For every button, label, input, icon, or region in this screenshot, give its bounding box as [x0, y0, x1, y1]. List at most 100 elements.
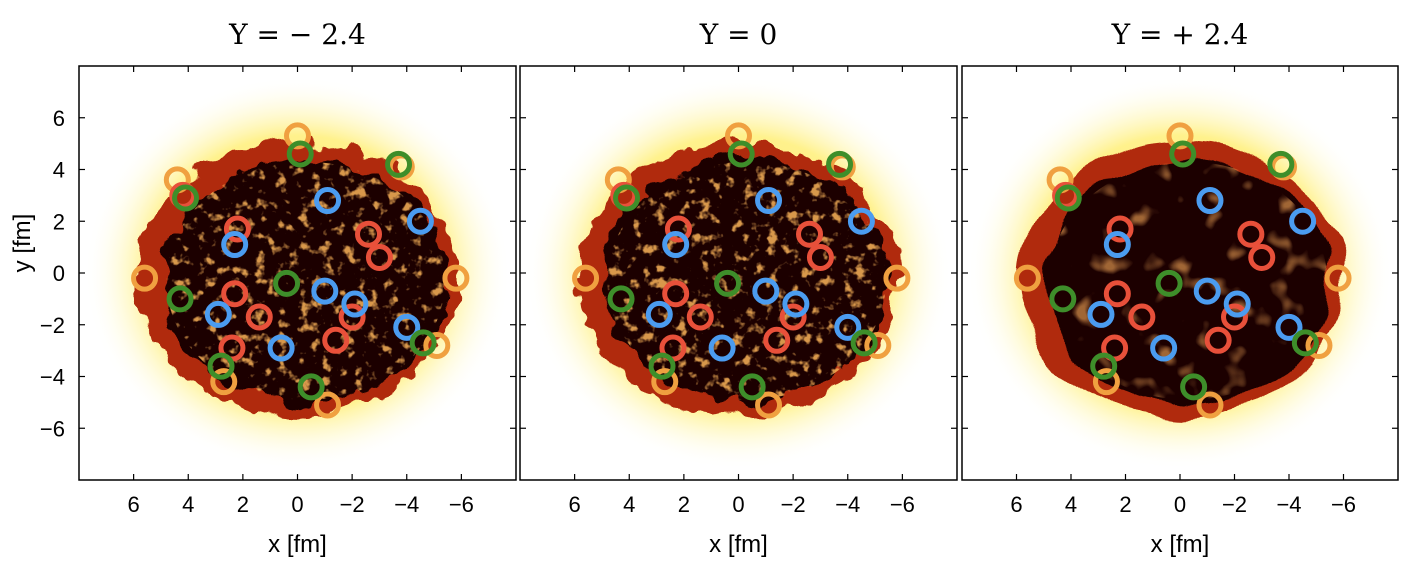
- green-ring: [207, 352, 235, 380]
- red-ring: [1106, 215, 1134, 243]
- x-axis-label: x [fm]: [268, 531, 327, 558]
- rings: [572, 122, 911, 419]
- blue-ring: [755, 187, 783, 215]
- x-tick-label: 6: [569, 492, 581, 517]
- green-ring: [409, 329, 437, 357]
- green-ring: [297, 373, 325, 401]
- y-tick-label: −6: [40, 416, 65, 441]
- blue-ring: [1087, 300, 1115, 328]
- panel-1: 6 4 2 0 −2 −4 −6 6 4 2 0 −2 −4 −6 Y = − 2.4 x [fm] y [fm…: [9, 18, 517, 558]
- y-tick-label: −2: [40, 313, 65, 338]
- orange-ring: [423, 331, 451, 359]
- x-tick-label: 2: [1119, 492, 1131, 517]
- blue-ring: [1223, 290, 1251, 318]
- rings: [1013, 122, 1352, 419]
- green-ring: [1049, 285, 1077, 313]
- blue-ring: [782, 290, 810, 318]
- y-axis-label: y [fm]: [9, 214, 36, 273]
- red-ring: [1103, 280, 1131, 308]
- orange-ring: [1013, 264, 1041, 292]
- y-tick-label: −4: [40, 365, 65, 390]
- panel-2: 6 4 2 0 −2 −4 −6 Y = 0 x [fm]: [519, 18, 958, 558]
- red-ring: [355, 220, 383, 248]
- heatmap: [520, 66, 957, 480]
- x-tick-label: 6: [1010, 492, 1022, 517]
- blue-ring: [1289, 207, 1317, 235]
- x-tick-label: 0: [291, 492, 303, 517]
- x-tick-label: −4: [1276, 492, 1301, 517]
- green-ring: [1169, 140, 1197, 168]
- orange-ring: [755, 391, 783, 419]
- x-tick-label: −2: [781, 492, 806, 517]
- blue-ring: [708, 334, 736, 362]
- orange-ring: [1092, 368, 1120, 396]
- red-ring: [322, 326, 350, 354]
- red-ring: [221, 280, 249, 308]
- x-tick-label: −4: [394, 492, 419, 517]
- blue-ring: [1150, 334, 1178, 362]
- heatmap: [962, 66, 1398, 480]
- green-ring: [714, 269, 742, 297]
- blue-ring: [221, 231, 249, 259]
- green-ring: [172, 184, 200, 212]
- y-tick-label: 0: [53, 261, 65, 286]
- y-tick-label: 2: [53, 209, 65, 234]
- green-ring: [385, 150, 413, 178]
- blue-ring: [847, 207, 875, 235]
- x-tick-label: 4: [1065, 492, 1077, 517]
- blue-ring: [204, 300, 232, 328]
- orange-ring: [210, 368, 238, 396]
- blue-ring: [311, 277, 339, 305]
- orange-ring: [651, 368, 679, 396]
- green-ring: [286, 140, 314, 168]
- green-ring: [607, 285, 635, 313]
- green-ring: [613, 184, 641, 212]
- blue-ring: [834, 313, 862, 341]
- x-tick-label: −2: [1222, 492, 1247, 517]
- heatmap: [79, 66, 516, 480]
- orange-ring: [883, 264, 911, 292]
- red-ring: [223, 215, 251, 243]
- red-ring: [365, 243, 393, 271]
- red-ring: [338, 303, 366, 331]
- green-ring: [1054, 184, 1082, 212]
- blue-ring: [406, 207, 434, 235]
- blue-ring: [393, 313, 421, 341]
- orange-ring: [442, 264, 470, 292]
- blue-ring: [645, 300, 673, 328]
- orange-ring: [572, 264, 600, 292]
- x-axis-label: x [fm]: [1151, 531, 1210, 558]
- orange-ring: [1166, 122, 1194, 150]
- orange-ring: [725, 122, 752, 150]
- x-tick-label: −6: [1331, 492, 1356, 517]
- rings: [131, 122, 470, 419]
- x-tick-label: 6: [128, 492, 140, 517]
- x-tick-label: 4: [623, 492, 635, 517]
- orange-ring: [314, 391, 342, 419]
- red-ring: [779, 303, 807, 331]
- red-ring: [1204, 326, 1232, 354]
- x-tick-label: 0: [732, 492, 744, 517]
- green-ring: [727, 140, 755, 168]
- green-ring: [850, 329, 878, 357]
- x-tick-label: 2: [237, 492, 249, 517]
- red-ring: [664, 215, 692, 243]
- orange-ring: [1196, 391, 1224, 419]
- red-ring: [245, 303, 273, 331]
- panel-title: Y = 0: [699, 18, 778, 51]
- y-tick-label: 4: [53, 158, 65, 183]
- red-ring: [796, 220, 824, 248]
- green-ring: [648, 352, 676, 380]
- orange-ring: [131, 264, 159, 292]
- blue-ring: [267, 334, 295, 362]
- x-tick-label: 0: [1174, 492, 1186, 517]
- x-tick-label: −6: [890, 492, 915, 517]
- red-ring: [806, 243, 834, 271]
- orange-ring: [1305, 331, 1333, 359]
- red-ring: [1248, 243, 1276, 271]
- blue-ring: [662, 231, 690, 259]
- red-ring: [1128, 303, 1156, 331]
- x-tick-label: 4: [182, 492, 194, 517]
- green-ring: [1155, 269, 1183, 297]
